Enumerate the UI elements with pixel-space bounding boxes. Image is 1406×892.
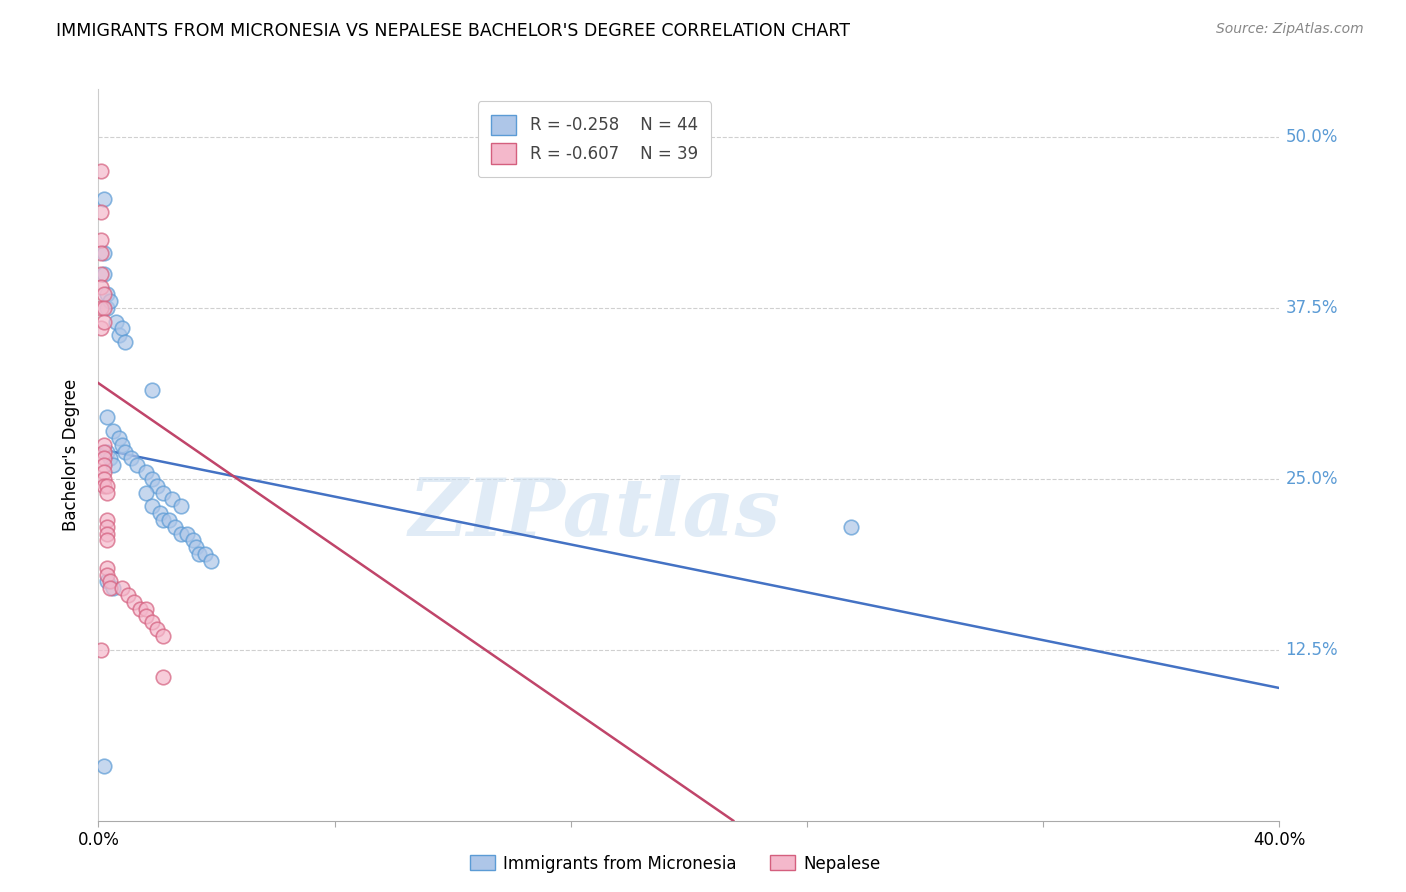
Text: ZIPatlas: ZIPatlas xyxy=(408,475,780,552)
Point xyxy=(96,533,118,548)
Point xyxy=(149,506,172,520)
Point xyxy=(93,246,115,260)
Point xyxy=(114,335,136,350)
Point xyxy=(98,581,121,595)
Point xyxy=(120,451,142,466)
Point xyxy=(90,233,112,247)
Point xyxy=(176,526,198,541)
Point xyxy=(93,287,115,301)
Point xyxy=(170,526,193,541)
Point xyxy=(128,601,150,615)
Text: Source: ZipAtlas.com: Source: ZipAtlas.com xyxy=(1216,22,1364,37)
Point xyxy=(135,465,157,479)
Point xyxy=(187,547,209,561)
Point xyxy=(98,574,121,589)
Point xyxy=(165,519,187,533)
Point xyxy=(93,301,115,315)
Point xyxy=(93,315,115,329)
Point xyxy=(152,485,174,500)
Point xyxy=(93,458,115,472)
Point xyxy=(162,492,183,507)
Point xyxy=(90,642,112,657)
Point xyxy=(841,519,863,533)
Point xyxy=(146,622,169,636)
Point xyxy=(90,267,112,281)
Point xyxy=(90,164,112,178)
Point xyxy=(152,513,174,527)
Point xyxy=(96,478,118,492)
Point xyxy=(181,533,204,548)
Point xyxy=(96,301,118,315)
Point xyxy=(96,526,118,541)
Point xyxy=(141,615,163,630)
Point xyxy=(122,595,145,609)
Text: IMMIGRANTS FROM MICRONESIA VS NEPALESE BACHELOR'S DEGREE CORRELATION CHART: IMMIGRANTS FROM MICRONESIA VS NEPALESE B… xyxy=(56,22,851,40)
Text: 50.0%: 50.0% xyxy=(1285,128,1337,146)
Point xyxy=(117,588,139,602)
Text: 37.5%: 37.5% xyxy=(1285,299,1339,317)
Point xyxy=(141,472,163,486)
Point xyxy=(146,478,169,492)
Point xyxy=(96,410,118,425)
Point xyxy=(93,451,115,466)
Point xyxy=(157,513,180,527)
Point xyxy=(111,321,134,335)
Point xyxy=(105,315,128,329)
Point xyxy=(108,328,131,343)
Point xyxy=(135,485,157,500)
Point xyxy=(90,246,112,260)
Text: 25.0%: 25.0% xyxy=(1285,470,1339,488)
Point xyxy=(111,438,134,452)
Point xyxy=(93,472,115,486)
Point xyxy=(152,629,174,643)
Point xyxy=(93,267,115,281)
Point xyxy=(93,465,115,479)
Point xyxy=(93,478,115,492)
Point xyxy=(170,499,193,513)
Point xyxy=(90,205,112,219)
Point xyxy=(135,608,157,623)
Point xyxy=(90,321,112,335)
Point xyxy=(96,485,118,500)
Legend: Immigrants from Micronesia, Nepalese: Immigrants from Micronesia, Nepalese xyxy=(463,848,887,880)
Point xyxy=(96,513,118,527)
Point xyxy=(141,499,163,513)
Point xyxy=(103,424,125,438)
Point xyxy=(96,519,118,533)
Y-axis label: Bachelor's Degree: Bachelor's Degree xyxy=(62,379,80,531)
Point xyxy=(93,444,115,458)
Point xyxy=(200,554,222,568)
Point xyxy=(111,581,134,595)
Point xyxy=(125,458,148,472)
Point xyxy=(96,574,118,589)
Point xyxy=(114,444,136,458)
Point xyxy=(103,458,125,472)
Point xyxy=(93,759,115,773)
Point xyxy=(96,567,118,582)
Point xyxy=(93,192,115,206)
Point xyxy=(184,540,207,554)
Point xyxy=(98,451,121,466)
Point xyxy=(93,438,115,452)
Point xyxy=(103,581,125,595)
Point xyxy=(135,601,157,615)
Point xyxy=(98,294,121,309)
Point xyxy=(96,560,118,574)
Point xyxy=(90,280,112,294)
Legend: R = -0.258    N = 44, R = -0.607    N = 39: R = -0.258 N = 44, R = -0.607 N = 39 xyxy=(478,101,711,177)
Point xyxy=(194,547,217,561)
Point xyxy=(152,670,174,684)
Point xyxy=(90,301,112,315)
Point xyxy=(141,383,163,397)
Point xyxy=(96,444,118,458)
Text: 12.5%: 12.5% xyxy=(1285,640,1339,659)
Point xyxy=(96,287,118,301)
Point xyxy=(108,431,131,445)
